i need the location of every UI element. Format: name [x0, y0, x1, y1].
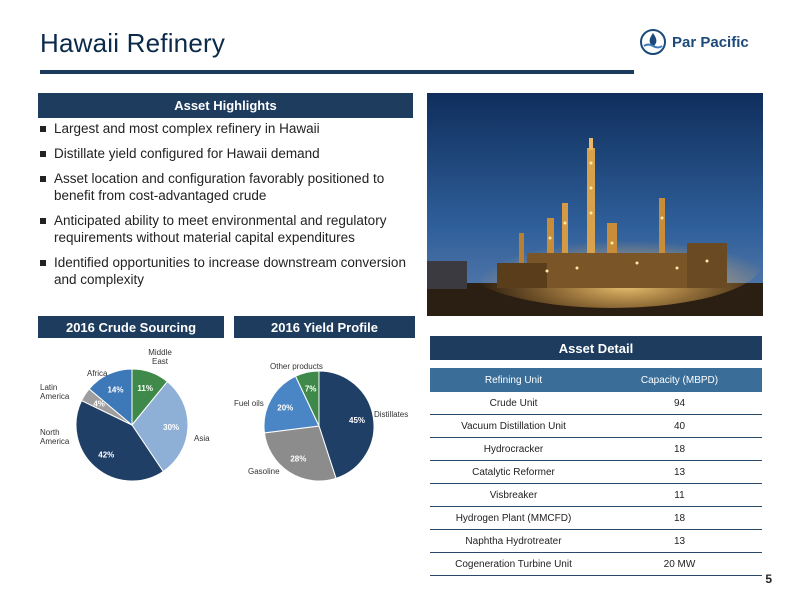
slice-percent-label: 20% — [277, 403, 293, 412]
slice-percent-label: 45% — [349, 416, 365, 425]
unit-cell: Cogeneration Turbine Unit — [430, 552, 597, 576]
par-pacific-logo-icon — [640, 29, 666, 55]
slice-category-label: North — [40, 428, 60, 437]
unit-cell: Vacuum Distillation Unit — [430, 414, 597, 438]
capacity-cell: 13 — [597, 460, 762, 484]
page-number: 5 — [765, 572, 772, 586]
pie-slice — [263, 425, 337, 482]
pie-slice — [88, 368, 133, 427]
unit-cell: Catalytic Reformer — [430, 460, 597, 484]
slice-percent-label: 42% — [98, 451, 114, 460]
crude-sourcing-pie-chart: 11%MiddleEast30%Asia42%NorthAmerica4%Lat… — [40, 348, 210, 482]
pie-slice — [131, 380, 189, 473]
company-logo: Par Pacific — [640, 26, 770, 58]
asset-detail-table: Refining Unit Capacity (MBPD) Crude Unit… — [430, 368, 762, 576]
slice-category-label: Gasoline — [248, 467, 280, 476]
unit-cell: Hydrogen Plant (MMCFD) — [430, 506, 597, 530]
table-row: Vacuum Distillation Unit 40 — [430, 414, 762, 438]
refinery-photo — [427, 93, 763, 316]
column-header: Refining Unit — [430, 368, 597, 392]
capacity-cell: 40 — [597, 414, 762, 438]
column-header: Capacity (MBPD) — [597, 368, 762, 392]
capacity-cell: 20 MW — [597, 552, 762, 576]
list-item: Largest and most complex refinery in Haw… — [38, 120, 418, 137]
capacity-cell: 94 — [597, 392, 762, 415]
table-header-row: Refining Unit Capacity (MBPD) — [430, 368, 762, 392]
capacity-cell: 11 — [597, 483, 762, 507]
logo-text: Par Pacific — [672, 33, 749, 51]
table-row: Hydrogen Plant (MMCFD) 18 — [430, 506, 762, 530]
slice-percent-label: 28% — [290, 455, 306, 464]
pie-slice — [75, 399, 164, 482]
unit-cell: Hydrocracker — [430, 437, 597, 461]
pie-slice — [263, 375, 320, 434]
unit-cell: Visbreaker — [430, 483, 597, 507]
slice-category-label: Asia — [194, 434, 210, 443]
page-title: Hawaii Refinery — [40, 28, 226, 58]
title-divider — [40, 70, 634, 74]
list-item: Identified opportunities to increase dow… — [38, 254, 418, 288]
unit-cell: Crude Unit — [430, 392, 597, 415]
table-row: Naphtha Hydrotreater 13 — [430, 529, 762, 553]
slice-category-label: Middle — [148, 348, 172, 357]
slice-percent-label: 14% — [107, 385, 123, 394]
slice-category-label: America — [40, 437, 70, 446]
slice-category-label: America — [40, 392, 70, 401]
slice-category-label: Latin — [40, 383, 57, 392]
slice-category-label: Africa — [87, 369, 108, 378]
list-item: Distillate yield configured for Hawaii d… — [38, 145, 418, 162]
highlights-list: Largest and most complex refinery in Haw… — [38, 120, 418, 296]
slice-category-label: Other products — [270, 362, 323, 371]
table-row: Hydrocracker 18 — [430, 437, 762, 461]
slice-percent-label: 7% — [305, 384, 317, 393]
slice-category-label: Fuel oils — [234, 399, 264, 408]
slice-percent-label: 4% — [93, 400, 105, 409]
table-row: Crude Unit 94 — [430, 392, 762, 415]
capacity-cell: 18 — [597, 506, 762, 530]
list-item: Asset location and configuration favorab… — [38, 170, 418, 204]
asset-highlights-heading: Asset Highlights — [38, 93, 413, 118]
pie-slice — [294, 370, 320, 427]
capacity-cell: 18 — [597, 437, 762, 461]
yield-profile-pie-chart: 45% Distillates 28% Gasoline 20% Fuel oils 7% O… — [234, 362, 408, 482]
slice-percent-label: 11% — [137, 384, 153, 393]
pie-slice — [318, 370, 375, 479]
slice-percent-label: 30% — [163, 423, 179, 432]
slice-category-label: East — [152, 357, 169, 366]
unit-cell: Naphtha Hydrotreater — [430, 529, 597, 553]
yield-profile-heading: 2016 Yield Profile — [234, 316, 415, 338]
table-row: Cogeneration Turbine Unit 20 MW — [430, 552, 762, 576]
list-item: Anticipated ability to meet environmenta… — [38, 212, 418, 246]
table-row: Catalytic Reformer 13 — [430, 460, 762, 484]
table-row: Visbreaker 11 — [430, 483, 762, 507]
slice-category-label: Distillates — [374, 410, 408, 419]
crude-sourcing-heading: 2016 Crude Sourcing — [38, 316, 224, 338]
asset-detail-heading: Asset Detail — [430, 336, 762, 360]
capacity-cell: 13 — [597, 529, 762, 553]
